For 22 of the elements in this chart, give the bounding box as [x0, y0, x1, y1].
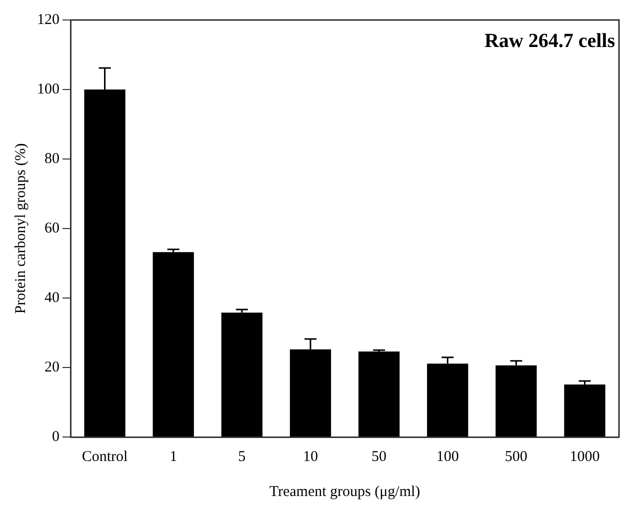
x-tick-label: 1000 [570, 448, 600, 465]
y-axis-title: Protein carbonyl groups (%) [12, 143, 29, 314]
x-tick-label: 5 [238, 448, 246, 465]
bar [564, 384, 606, 436]
bar [152, 252, 194, 436]
x-axis-title: Treament groups (μg/ml) [269, 484, 420, 500]
y-tick-label: 20 [44, 359, 60, 376]
x-tick-label: 50 [372, 448, 387, 465]
y-tick-label: 100 [37, 81, 60, 98]
y-tick-label: 60 [44, 220, 60, 236]
x-tick-label: 10 [302, 448, 318, 465]
y-tick-label: 120 [37, 12, 60, 28]
bar [221, 312, 262, 436]
x-tick-label: 100 [436, 448, 459, 465]
y-tick-label: 40 [44, 290, 60, 306]
y-tick-label: 0 [52, 428, 60, 445]
annotation: Raw 264.7 cells [484, 30, 616, 52]
bar [358, 352, 400, 436]
x-tick-label: 500 [504, 448, 528, 465]
y-tick-label: 80 [44, 150, 60, 167]
x-tick-label: 1 [170, 448, 178, 465]
x-tick-label: Control [82, 448, 128, 465]
